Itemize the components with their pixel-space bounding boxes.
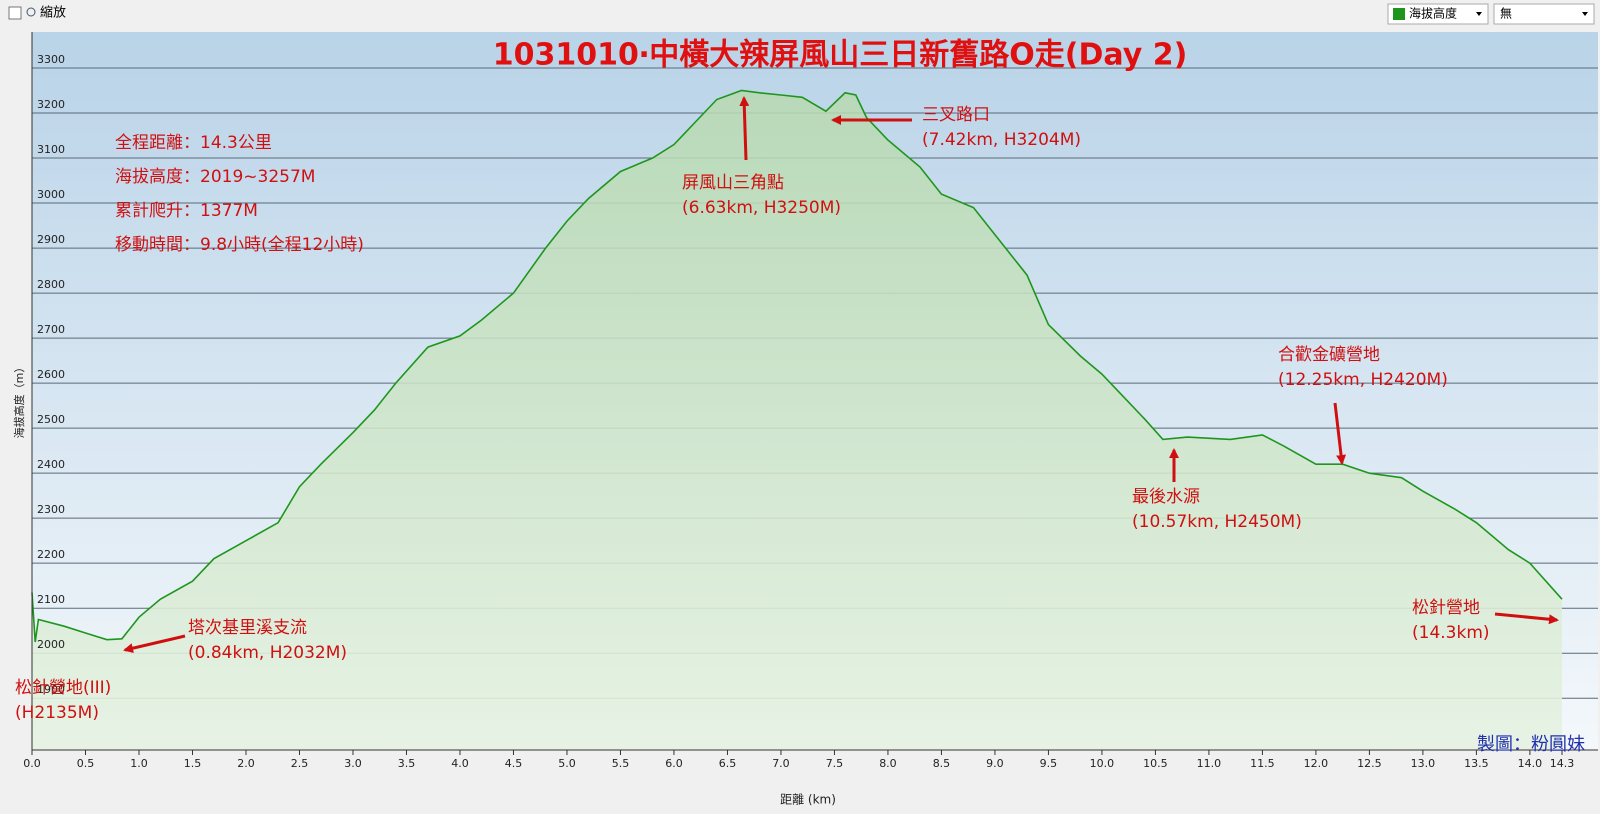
credit: 製圖：粉圓妹: [1477, 734, 1585, 755]
stat-text: 全程距離：14.3公里: [115, 133, 272, 153]
x-tick-label: 5.0: [558, 757, 576, 770]
x-tick-label: 12.5: [1357, 757, 1382, 770]
annotation-text: 松針營地(III): [15, 678, 111, 698]
x-tick-label: 13.0: [1411, 757, 1436, 770]
x-tick-label: 9.0: [986, 757, 1004, 770]
x-tick-label: 0.0: [23, 757, 41, 770]
y-tick-label: 3000: [37, 188, 65, 201]
y-tick-label: 2800: [37, 278, 65, 291]
x-tick-label: 11.0: [1197, 757, 1222, 770]
annotation-text: (7.42km, H3204M): [922, 130, 1081, 150]
x-tick-label: 11.5: [1250, 757, 1275, 770]
annotation-text: (0.84km, H2032M): [188, 643, 347, 663]
x-tick-label: 5.5: [612, 757, 630, 770]
annotation-text: 最後水源: [1132, 487, 1200, 507]
series-dropdown[interactable]: [1387, 3, 1489, 25]
y-tick-label: 2900: [37, 233, 65, 246]
legend-swatch: [1393, 8, 1405, 20]
x-tick-label: 7.5: [826, 757, 844, 770]
dropdown-arrow: [1582, 12, 1588, 16]
x-tick-label: 10.0: [1090, 757, 1115, 770]
x-tick-label: 7.0: [772, 757, 790, 770]
y-tick-label: 2500: [37, 413, 65, 426]
x-tick-label: 14.3: [1550, 757, 1575, 770]
toolbar: [0, 0, 1600, 28]
stat-text: 海拔高度：2019~3257M: [115, 167, 315, 187]
x-tick-label: 4.5: [505, 757, 523, 770]
y-tick-label: 1900: [37, 683, 65, 696]
stat-text: 移動時間：9.8小時(全程12小時): [115, 235, 364, 255]
chart-title: 1031010‧中橫大辣屏風山三日新舊路O走(Day 2): [493, 38, 1188, 73]
annotation-text: 塔次基里溪支流: [188, 618, 307, 638]
annotation-text: (14.3km): [1412, 623, 1490, 643]
zoom-checkbox[interactable]: [8, 6, 22, 20]
zoom-label[interactable]: 縮放: [40, 5, 66, 21]
elevation-line: [31, 89, 1563, 643]
x-tick-label: 8.0: [879, 757, 897, 770]
x-tick-label: 9.5: [1040, 757, 1058, 770]
annotation-arrow: [739, 96, 750, 161]
annotation-text: 屏風山三角點: [682, 173, 784, 193]
zoom-icon: [26, 7, 36, 17]
stat-text: 累計爬升：1377M: [115, 201, 258, 221]
legend-label[interactable]: 海拔高度: [1409, 6, 1457, 21]
second-dropdown[interactable]: [1493, 3, 1595, 25]
annotation-text: 松針營地: [1412, 598, 1480, 618]
annotation-text: 合歡金礦營地: [1278, 345, 1380, 365]
plot: [31, 67, 1598, 750]
annotation-text: 三叉路口: [922, 105, 990, 125]
y-tick-label: 2100: [37, 593, 65, 606]
annotation-arrow: [1333, 402, 1347, 465]
annotation-arrow: [1494, 612, 1559, 625]
y-axis-label: 海拔高度（m）: [12, 362, 26, 439]
x-tick-label: 13.5: [1464, 757, 1489, 770]
x-tick-label: 14.0: [1518, 757, 1543, 770]
annotation-text: (6.63km, H3250M): [682, 198, 841, 218]
x-tick-label: 2.0: [237, 757, 255, 770]
x-axis-label: 距離 (km): [780, 793, 836, 807]
y-tick-label: 3100: [37, 143, 65, 156]
annotation-text: (H2135M): [15, 703, 99, 723]
x-tick-label: 6.0: [665, 757, 683, 770]
y-tick-label: 2600: [37, 368, 65, 381]
x-tick-label: 2.5: [291, 757, 309, 770]
x-tick-label: 0.5: [77, 757, 95, 770]
area-fill: [32, 90, 1562, 750]
dropdown-arrow: [1476, 12, 1482, 16]
x-tick-label: 1.5: [184, 757, 202, 770]
y-tick-label: 3200: [37, 98, 65, 111]
annotation-text: (12.25km, H2420M): [1278, 370, 1448, 390]
y-tick-label: 2200: [37, 548, 65, 561]
x-tick-label: 12.0: [1304, 757, 1329, 770]
x-tick-label: 1.0: [130, 757, 148, 770]
annotation-text: (10.57km, H2450M): [1132, 512, 1302, 532]
y-tick-label: 2400: [37, 458, 65, 471]
second-dropdown-label[interactable]: 無: [1500, 6, 1512, 21]
x-tick-label: 3.0: [344, 757, 362, 770]
y-tick-label: 2000: [37, 638, 65, 651]
y-tick-label: 2700: [37, 323, 65, 336]
x-tick-label: 10.5: [1143, 757, 1168, 770]
annotation-arrow: [123, 634, 186, 654]
x-tick-label: 6.5: [719, 757, 737, 770]
x-tick-label: 8.5: [933, 757, 951, 770]
y-tick-label: 3300: [37, 53, 65, 66]
x-tick-label: 3.5: [398, 757, 416, 770]
y-tick-label: 2300: [37, 503, 65, 516]
x-tick-label: 4.0: [451, 757, 469, 770]
